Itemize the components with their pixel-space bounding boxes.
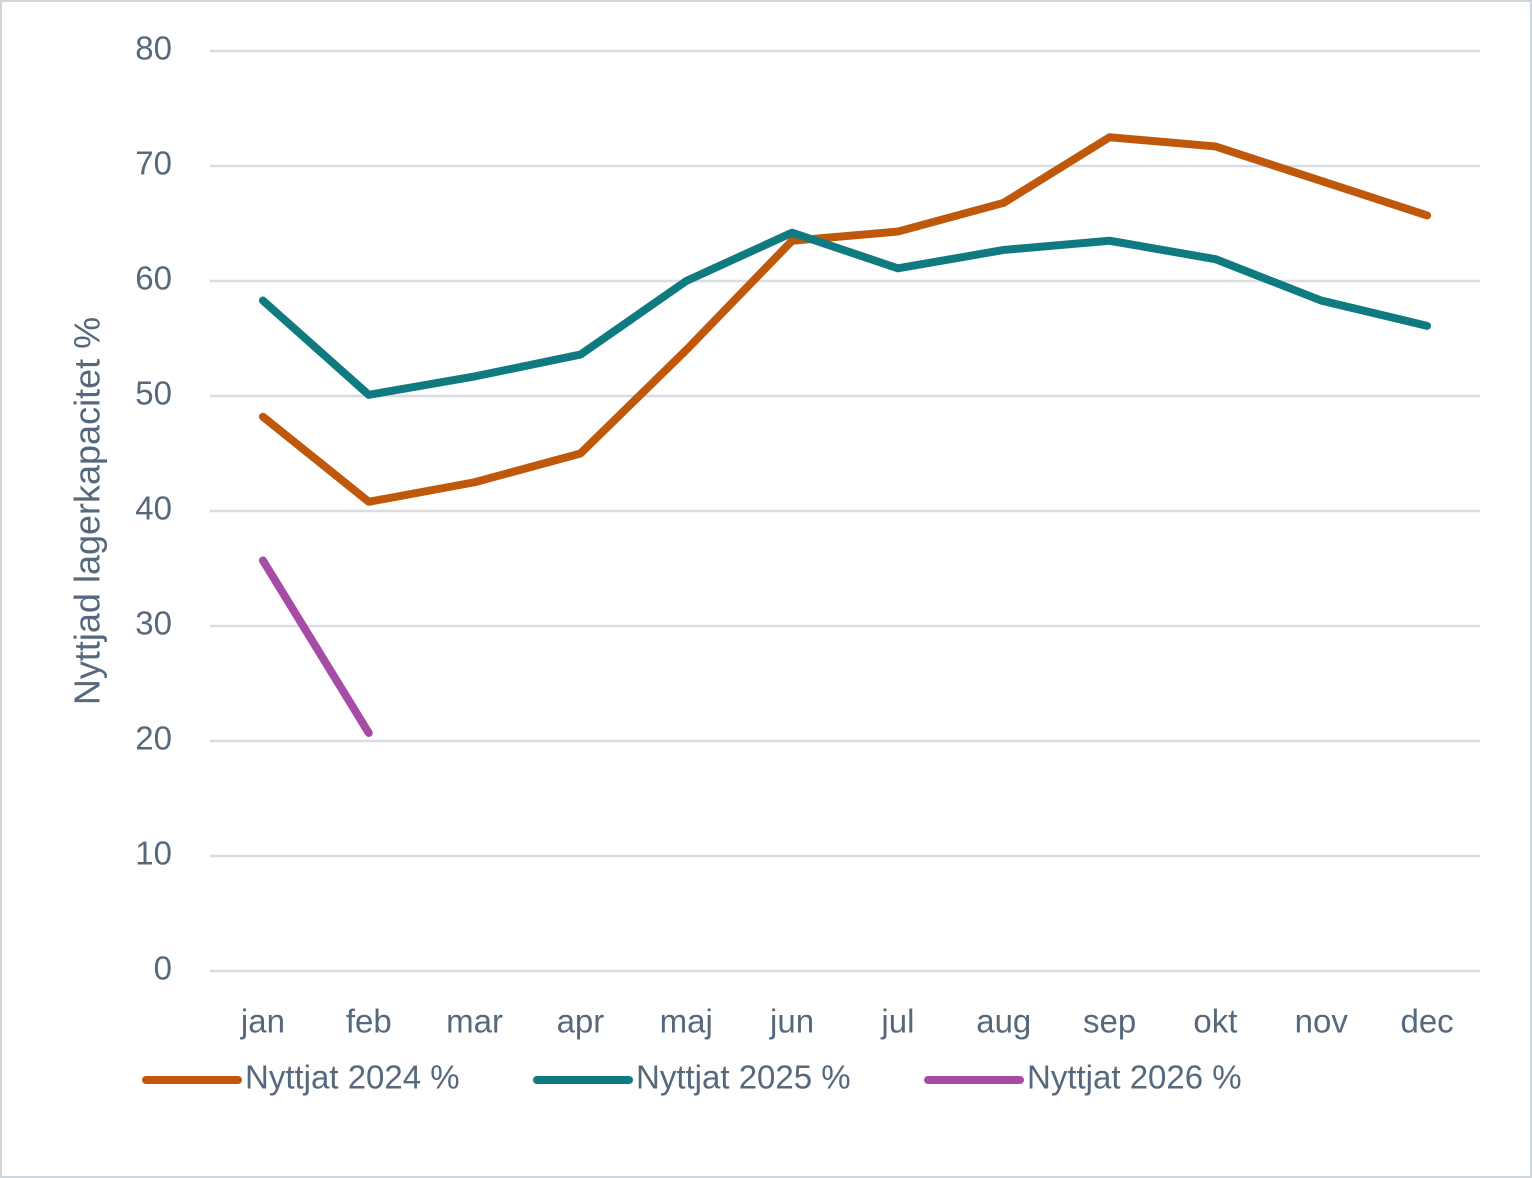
legend-label: Nyttjat 2025 %: [636, 1059, 851, 1096]
y-tick-label: 40: [135, 490, 172, 527]
x-tick-label: dec: [1400, 1003, 1453, 1040]
x-tick-label: okt: [1193, 1003, 1237, 1040]
x-tick-label: mar: [446, 1003, 503, 1040]
legend-label: Nyttjat 2024 %: [245, 1059, 460, 1096]
y-axis-label: Nyttjad lagerkapacitet %: [67, 317, 108, 705]
legend-label: Nyttjat 2026 %: [1027, 1059, 1242, 1096]
y-tick-label: 30: [135, 605, 172, 642]
series-line: [258, 556, 373, 737]
x-tick-label: nov: [1295, 1003, 1349, 1040]
x-tick-label: feb: [346, 1003, 392, 1040]
y-tick-label: 0: [154, 950, 172, 987]
y-tick-label: 80: [135, 30, 172, 67]
x-tick-label: jan: [240, 1003, 285, 1040]
x-tick-label: sep: [1083, 1003, 1136, 1040]
y-tick-label: 60: [135, 260, 172, 297]
series-line: [258, 228, 1432, 399]
y-tick-label: 10: [135, 835, 172, 872]
x-tick-label: apr: [557, 1003, 605, 1040]
x-tick-label: aug: [976, 1003, 1031, 1040]
x-tick-label: jul: [880, 1003, 914, 1040]
y-tick-label: 70: [135, 145, 172, 182]
series-line: [258, 133, 1432, 506]
y-tick-label: 20: [135, 720, 172, 757]
x-tick-label: maj: [660, 1003, 713, 1040]
y-tick-label: 50: [135, 375, 172, 412]
x-tick-label: jun: [769, 1003, 814, 1040]
